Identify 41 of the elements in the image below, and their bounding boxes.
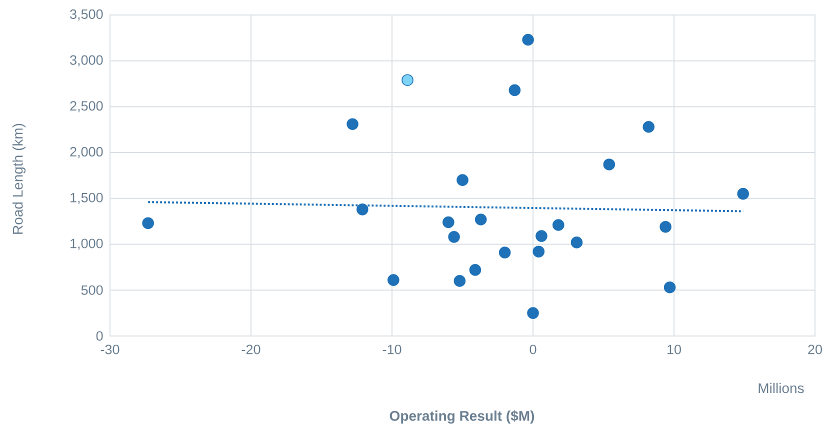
point <box>570 236 583 248</box>
point <box>474 214 487 226</box>
y-tick-label: 2,000 <box>70 146 103 158</box>
y-tick-label: 2,500 <box>70 101 103 112</box>
point <box>498 246 511 258</box>
point <box>356 204 368 216</box>
point <box>388 274 400 286</box>
point <box>552 219 564 231</box>
point <box>536 230 548 242</box>
x-tick-label: -30 <box>100 344 120 354</box>
point <box>664 281 676 294</box>
y-axis-title: Road Length (km) <box>12 124 26 234</box>
x-axis-title: Operating Result ($M) <box>390 410 534 424</box>
point <box>448 231 460 243</box>
point <box>737 188 749 200</box>
point <box>142 217 154 230</box>
point <box>454 275 466 287</box>
point <box>508 84 521 96</box>
point <box>346 118 358 130</box>
y-tick-label: 3,000 <box>70 55 103 66</box>
point <box>527 307 539 319</box>
y-tick-label: 1,500 <box>70 192 103 204</box>
y-tick-label: 0 <box>96 331 103 341</box>
y-tick-label: 500 <box>81 285 103 295</box>
point <box>642 120 655 133</box>
point <box>442 216 454 228</box>
point <box>522 34 534 46</box>
x-tick-label: 0 <box>530 344 536 354</box>
x-tick-label: -20 <box>242 344 260 354</box>
x-tick-label: 20 <box>808 344 822 354</box>
y-tick-label: 3,500 <box>70 9 103 21</box>
point <box>532 246 545 258</box>
y-tick-label: 1,000 <box>70 238 103 250</box>
point <box>456 174 468 186</box>
point <box>660 220 672 233</box>
x-tick-label: -10 <box>382 344 402 354</box>
point <box>402 74 414 86</box>
point <box>469 264 482 276</box>
text: Millions <box>758 382 804 394</box>
point <box>603 158 616 170</box>
x-tick-label: 10 <box>668 344 681 354</box>
